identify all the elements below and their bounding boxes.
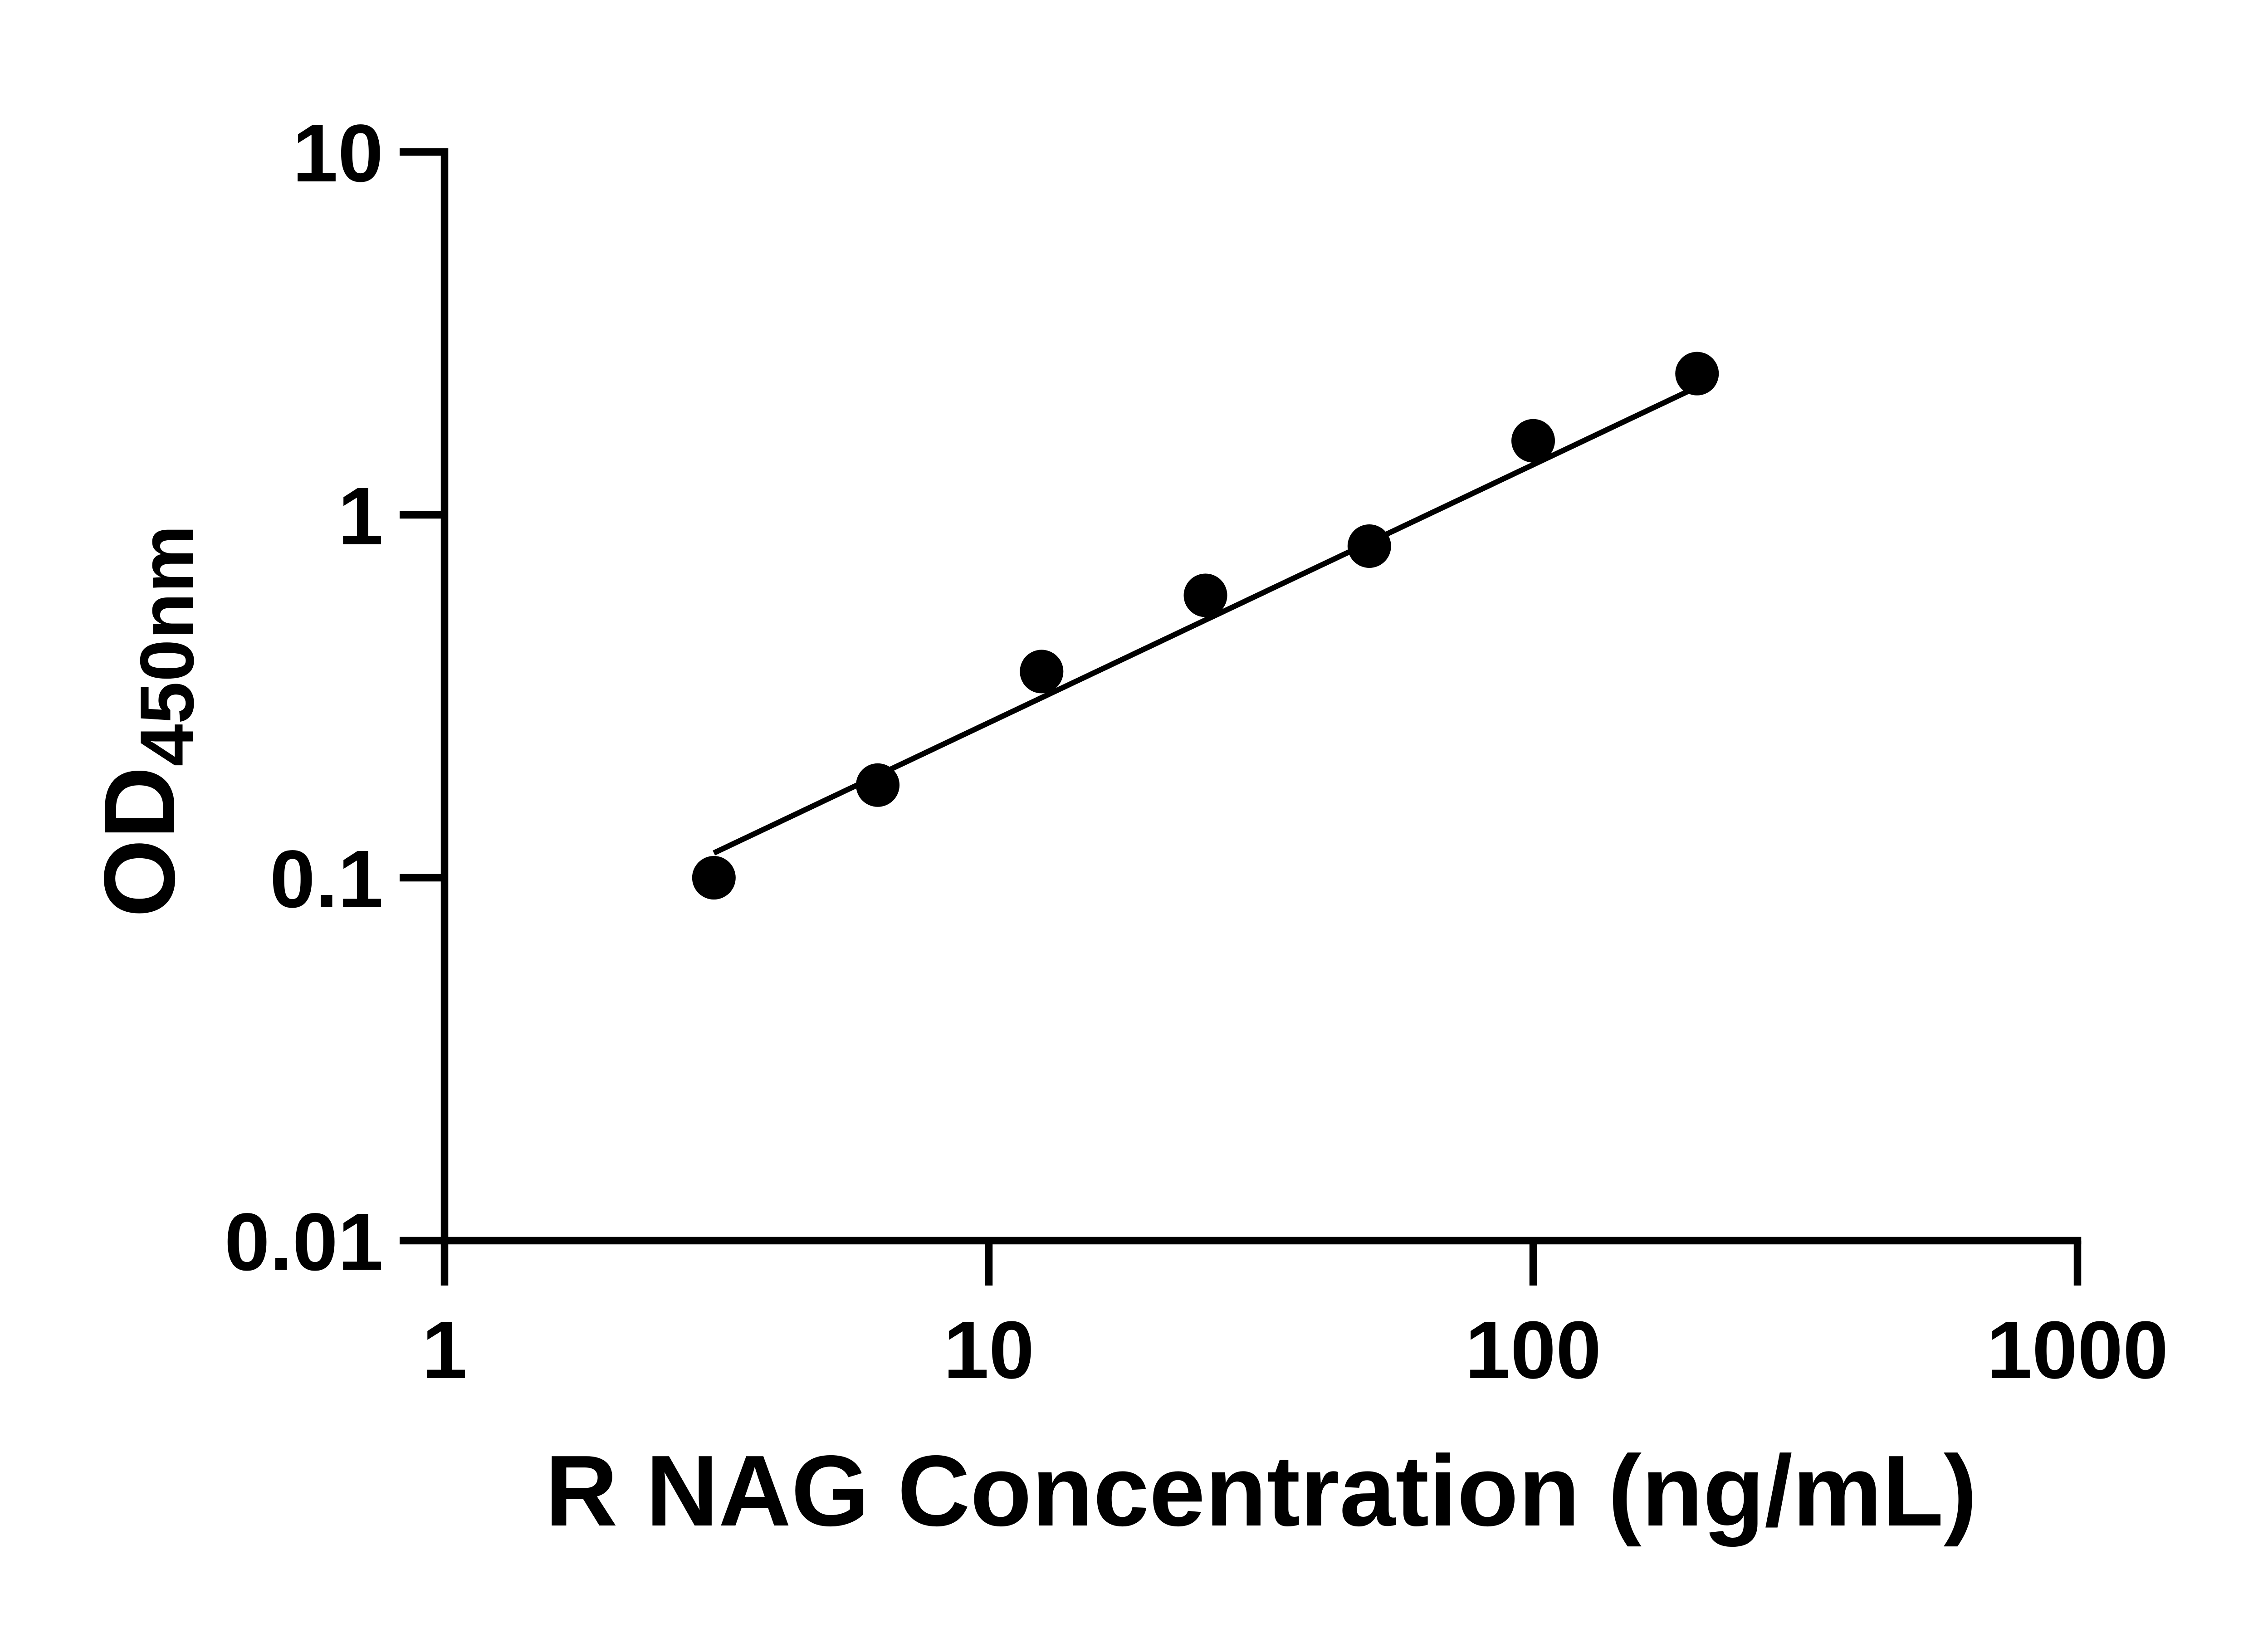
y-tick-label-0.01: 0.01 <box>225 1197 383 1288</box>
y-axis-title: OD450nm <box>83 525 210 917</box>
data-point <box>1675 352 1719 396</box>
x-tick-label-100: 100 <box>1465 1305 1601 1396</box>
x-axis-tick-labels: 1 10 100 1000 <box>422 1305 2168 1396</box>
data-point <box>1183 573 1227 617</box>
y-tick-label-1: 1 <box>338 471 383 562</box>
x-tick-label-1000: 1000 <box>1987 1305 2168 1396</box>
data-point <box>856 763 900 807</box>
y-tick-label-10: 10 <box>293 108 383 199</box>
y-tick-label-0.1: 0.1 <box>270 834 383 925</box>
data-point <box>692 856 736 900</box>
x-tick-label-1: 1 <box>422 1305 467 1396</box>
data-point <box>1347 524 1391 568</box>
y-axis-title-main: OD <box>83 767 196 918</box>
x-axis-title: R NAG Concentration (ng/mL) <box>545 1435 1977 1547</box>
y-axis-ticks <box>400 148 445 1245</box>
data-point <box>1020 650 1064 694</box>
data-point <box>1511 419 1555 463</box>
y-axis-tick-labels: 10 1 0.1 0.01 <box>225 108 383 1288</box>
y-axis-title-subscript: 450nm <box>124 525 210 766</box>
data-points-group <box>692 352 1719 900</box>
x-axis-ticks <box>440 1241 2082 1286</box>
x-tick-label-10: 10 <box>943 1305 1034 1396</box>
